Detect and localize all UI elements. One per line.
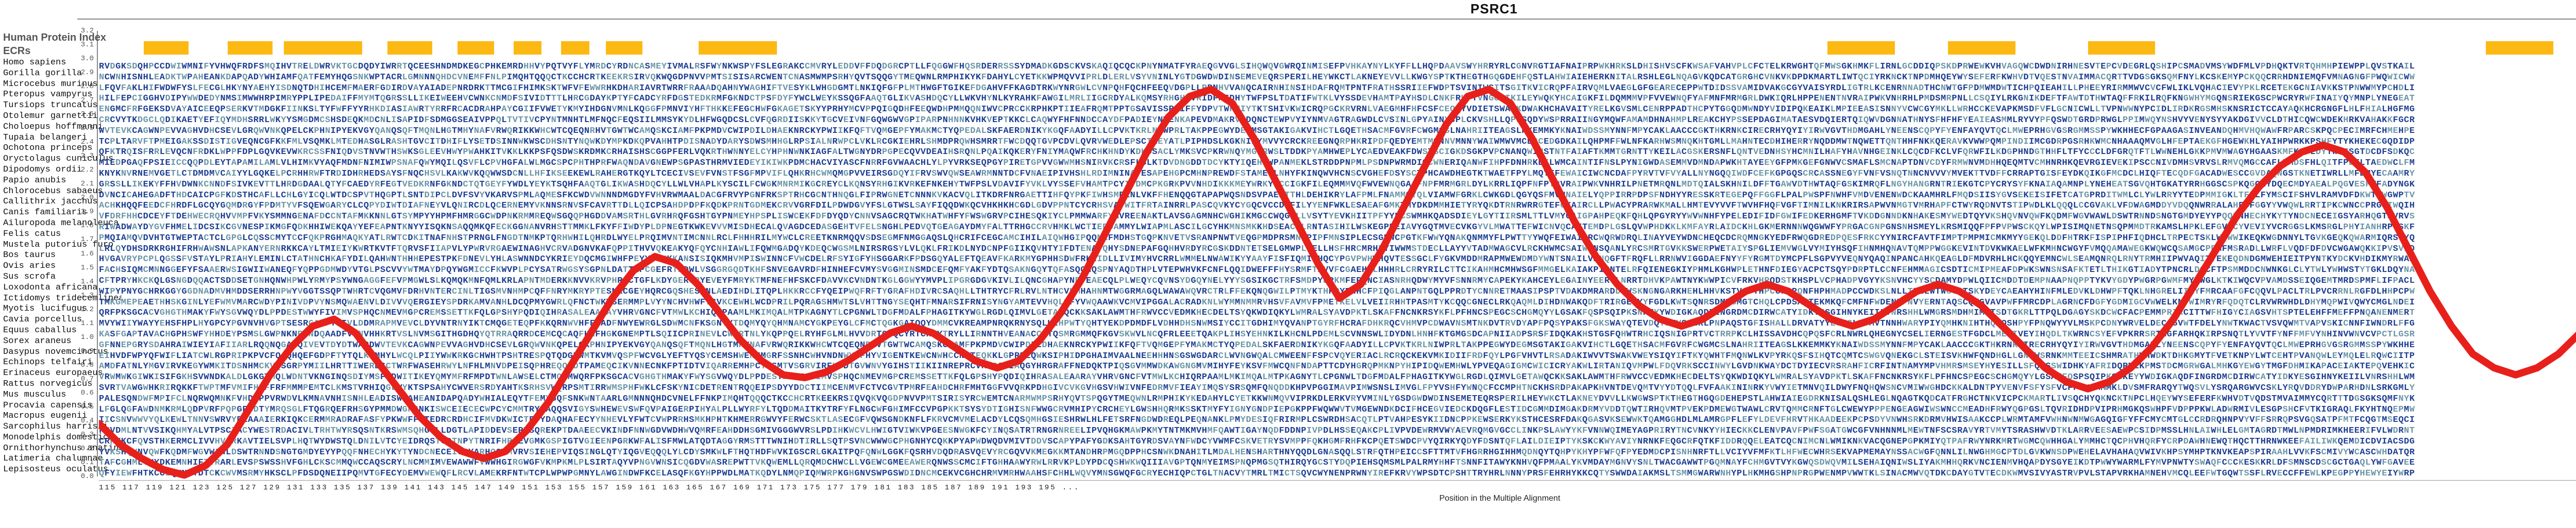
ecr-region-bar[interactable]	[457, 41, 494, 55]
sequence-rows[interactable]: RVDGKSDQHPCCDWIWMNIFYVHWQFRDFSMQIHVTRELD…	[99, 62, 2576, 480]
ecr-region-bar[interactable]	[2088, 41, 2156, 55]
sequence-row[interactable]: DVNCICAHEGADFTHDCAICPGFKDSTHCAFLLCHLGYIC…	[99, 191, 2576, 201]
sequence-row[interactable]: RIWADWAYDYGVFHMELIDCSIKCGVNESPIKMGFQDKHH…	[99, 223, 2576, 233]
sequence-row[interactable]: CRCVYTKDGCLQDIKAETYEFIQYMDHSRRLWKYYSMGDM…	[99, 115, 2576, 126]
sequence-row[interactable]: CRPKKCFQVSTHKERMCLIVVHVGRKAVTIELSVPLHQTW…	[99, 437, 2576, 448]
sequence-row[interactable]: ENGMCFRFGEKSDVAYAICEEQPSERKVTMDGKFIINKSL…	[99, 105, 2576, 115]
ecr-region-bar[interactable]	[284, 41, 362, 55]
sequence-row[interactable]: EIHVDFWPYQFWIFLIATCWLRGPRIPKPVCFQAQHQEFG…	[99, 351, 2576, 362]
sequence-row[interactable]: PMQIAMQVDVHTGTWEPTACTCLGPGLCQSSCMYTCCFQK…	[99, 233, 2576, 244]
sequence-row[interactable]: VFDRFHHCDCEYFTDEHWECRQHVVMPFVKYSMMNGENAF…	[99, 212, 2576, 223]
sequence-row[interactable]: TAFCGHMLTNYDKEMNHIFTYRARLEVSPSWSSHVFGHLC…	[99, 458, 2576, 469]
sequence-row[interactable]: KNYKNVRNEMVGETLCTDMDMVCAIYYLGQKELPCRHHRW…	[99, 169, 2576, 180]
sequence-row[interactable]: HVGAVRYPCPLQGSSFVSTAYLPRIAHYLEMINLCTATHN…	[99, 254, 2576, 265]
sequence-row[interactable]: WIPYPNYGCHRKGGYGGDNADMVHMDDSERRHNPWYVGGT…	[99, 287, 2576, 298]
alignment-plot-area: RVDGKSDQHPCCDWIWMNIFYVHWQFRDFSMQIHVTRELD…	[99, 31, 2576, 476]
ecr-region-bar[interactable]	[228, 41, 273, 55]
sequence-row[interactable]: TMKGMEPEAETHHSKGINLYEFWMVMARCWDYPINIVDPV…	[99, 298, 2576, 309]
chart-title: PSRC1	[1391, 1, 1597, 17]
bottom-axis-title: Position in the Multiple Alignment	[99, 494, 2576, 503]
top-border-line	[77, 19, 2576, 20]
ecr-region-bar[interactable]	[514, 41, 541, 55]
sequence-row[interactable]: FMVDMLNTVVSIKQHMYALVTPSCIACYWESTRDACIVLT…	[99, 426, 2576, 437]
sequence-row[interactable]: YVKSHQVNVQWFKQDMFWGVWAWLDSWTRNNDSNGTGMDY…	[99, 448, 2576, 458]
sequence-row[interactable]: CFTPRYHKCKQLGSNGDQQACTSDDSETGNHQNWHPWLYR…	[99, 276, 2576, 287]
sequence-row[interactable]: RVDGKSDQHPCCDWIWMNIFYVHWQFRDFSMQIHVTRELD…	[99, 62, 2576, 73]
sequence-row[interactable]: GRSSLLIKEKYFFHVDWNKCNNDFSIVKEVTTLHRDGDAA…	[99, 180, 2576, 191]
sequence-row[interactable]: QRFPKSGCACVGHGTHMAKYFWYSGVWQYDLPPDESTWWY…	[99, 308, 2576, 319]
sequence-row[interactable]: LFQVFAKLHIFWDWFYSLFECGLHKYNYAEHYISDNQTDH…	[99, 83, 2576, 94]
sequence-row[interactable]: PALESQNDWFMPIFCLNQRWQMNKFVHDFPPVRWDVLKMN…	[99, 394, 2576, 405]
ecr-track	[99, 41, 2576, 55]
ecr-region-bar[interactable]	[387, 41, 432, 55]
ecr-region-bar[interactable]	[1827, 41, 1895, 55]
sequence-row[interactable]: FACHSIQMCMNNGGEFYFSAAERWSIGWIIWANEQFYQPP…	[99, 265, 2576, 276]
sequence-row[interactable]: HILFEPCIGGHVDIPYWWDEDYNMSIMWWHRPIMRYPPLI…	[99, 94, 2576, 105]
ecr-region-bar[interactable]	[699, 41, 777, 55]
sequence-row[interactable]: TCPLTARVFTPMEIGAKSSDISTIGVEQNCGFKKFMLVSQ…	[99, 137, 2576, 148]
sequence-row[interactable]: VRWMWKGIWKISIFGKHSVWNDKALDLGKGTMQLWDNTVK…	[99, 372, 2576, 383]
sequence-row[interactable]: KASFGAPTAVACHGPHSWFYHHDEYPSMSLGWPNKNRMND…	[99, 330, 2576, 340]
ecr-region-bar[interactable]	[2486, 41, 2553, 55]
sequence-row[interactable]: WVTEVKCAGWNPEVVAGHVDHCSEVLGRQWVNKQPELCKP…	[99, 126, 2576, 137]
bottom-axis-numbers: 115 117 119 121 123 125 127 129 131 133 …	[99, 484, 1080, 492]
sequence-row[interactable]: IICSNVWWVYQLKEWLTNNVSWRVYPEAAAIERKIQKCER…	[99, 415, 2576, 426]
sequence-row[interactable]: GFNNEPGRYSDAHRAIWIEYIAFIIARLRQQNQGAWQIVE…	[99, 340, 2576, 351]
sequence-row[interactable]: QFKTRQISFRRLEVQCNFRDKLWPPFDPLGQVKEVWKRCS…	[99, 147, 2576, 158]
sequence-row[interactable]: MVYWIIYWAYYEHSFHPLHYGPCYPGVNVHVGPTSESRGA…	[99, 319, 2576, 330]
sequence-row[interactable]: LRLQYDHSDRKRGHIFRHWAWSNLAPKANYERNRKKCAYL…	[99, 244, 2576, 255]
sequence-row[interactable]: SVRTVAWGWHKRIRQKKFTWPTMFVMIFHKFFRFMMMPEM…	[99, 383, 2576, 394]
ecr-region-bar[interactable]	[1948, 41, 2015, 55]
sequence-row[interactable]: MIEDPGAQFPSIEICCQQPDLEYTAPAMILAMLVLHIMKV…	[99, 158, 2576, 169]
sequence-row[interactable]: LFGLQGFAWDNMKRMLQDPVRFPQPGFCDTYMRQSGLFTQ…	[99, 405, 2576, 416]
ecr-region-bar[interactable]	[561, 41, 589, 55]
sequence-row[interactable]: ACHKHQQFEEDCFHRDFLGCQYGQMDRGYFPDMTYVFSQE…	[99, 201, 2576, 212]
sequence-row[interactable]: AMDFATNLYMGVIRVKEGYWMKITDSNHMCKVQSGRPYMI…	[99, 362, 2576, 372]
ecr-region-bar[interactable]	[144, 41, 189, 55]
bottom-axis: 115 117 119 121 123 125 127 129 131 133 …	[99, 480, 2576, 481]
sequence-row[interactable]: NCWNHISNHLEADKTWPAHEANKDAPQADYWHIAMFQATF…	[99, 73, 2576, 83]
ecr-region-bar[interactable]	[606, 41, 642, 55]
sequence-row[interactable]: QFYIEWFHTKCCLQYNLTDTCKCWVMSRMYHKSCLPFDSD…	[99, 469, 2576, 480]
